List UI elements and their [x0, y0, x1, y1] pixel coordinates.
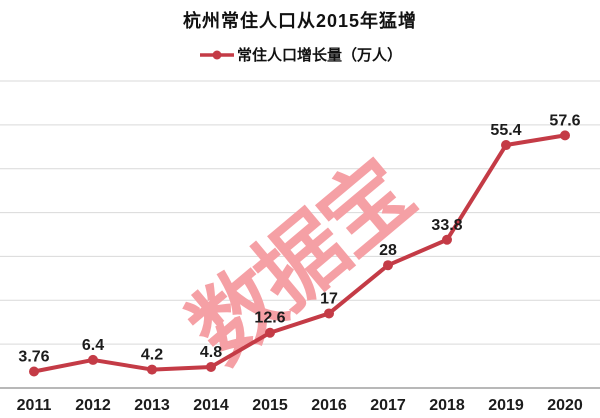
legend-label: 常住人口增长量（万人）	[236, 47, 402, 64]
data-point-label: 3.76	[18, 349, 49, 366]
legend: 常住人口增长量（万人）	[0, 44, 600, 65]
data-point-marker	[147, 364, 157, 375]
data-point-label: 4.8	[200, 344, 222, 361]
x-axis-label: 2020	[547, 397, 583, 414]
data-point-marker	[29, 366, 39, 377]
data-point-marker	[501, 140, 511, 151]
data-point-label: 4.2	[141, 347, 163, 364]
data-point-marker	[383, 260, 393, 271]
x-axis-label: 2015	[252, 397, 288, 414]
data-point-marker	[442, 234, 452, 245]
x-axis-label: 2017	[370, 397, 406, 414]
data-point-marker	[265, 327, 275, 338]
x-axis-label: 2012	[75, 397, 111, 414]
data-point-label: 33.8	[431, 217, 462, 234]
x-axis-label: 2018	[429, 397, 465, 414]
chart-title: 杭州常住人口从2015年猛增	[182, 11, 418, 31]
data-point-label: 6.4	[82, 337, 104, 354]
data-point-marker	[206, 361, 216, 372]
data-point-label: 17	[320, 290, 338, 307]
data-point-marker	[324, 308, 334, 319]
data-point-marker	[560, 130, 570, 141]
data-point-label: 12.6	[254, 310, 285, 327]
x-axis-label: 2013	[134, 397, 170, 414]
data-point-label: 28	[379, 242, 397, 259]
x-axis-label: 2019	[488, 397, 524, 414]
data-point-label: 57.6	[549, 112, 580, 129]
series-line	[32, 133, 567, 374]
data-point-marker	[88, 354, 98, 365]
legend-line-marker-icon	[199, 50, 234, 59]
x-axis-label: 2011	[17, 397, 52, 414]
data-point-label: 55.4	[490, 122, 521, 139]
x-axis-label: 2014	[193, 397, 229, 414]
x-axis-label: 2016	[311, 397, 347, 414]
